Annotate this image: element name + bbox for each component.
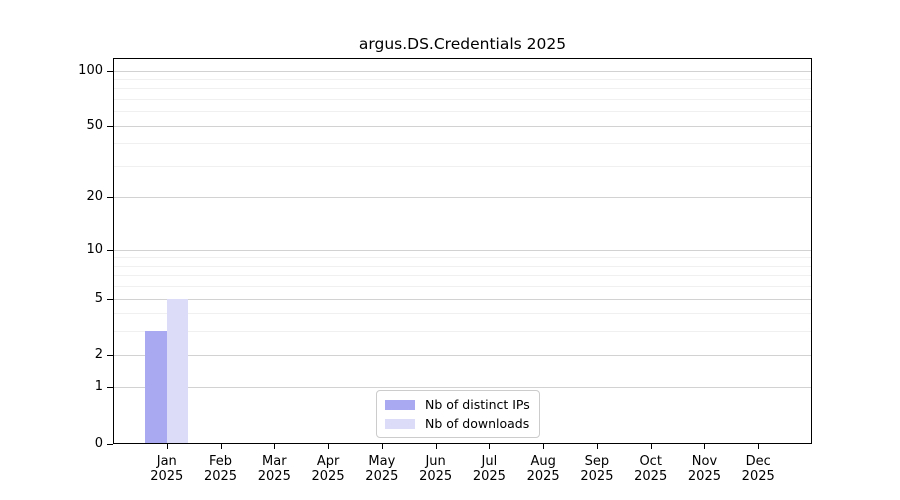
y-tick-mark bbox=[107, 249, 113, 251]
y-gridline-minor bbox=[114, 88, 811, 90]
chart-title: argus.DS.Credentials 2025 bbox=[358, 35, 567, 53]
x-tick-mark bbox=[489, 444, 491, 449]
x-tick-label: May 2025 bbox=[365, 454, 399, 484]
x-tick-label: Aug 2025 bbox=[526, 454, 560, 484]
y-gridline-minor bbox=[114, 111, 811, 113]
x-tick-mark bbox=[596, 444, 598, 449]
y-tick-mark bbox=[107, 443, 113, 445]
y-gridline-minor bbox=[114, 257, 811, 259]
x-tick-label: Oct 2025 bbox=[634, 454, 668, 484]
y-tick-label: 100 bbox=[78, 62, 103, 78]
y-gridline-major bbox=[114, 125, 811, 127]
y-gridline-minor bbox=[114, 143, 811, 145]
y-tick-mark bbox=[107, 70, 113, 72]
y-tick-mark bbox=[107, 387, 113, 389]
x-tick-mark bbox=[543, 444, 545, 449]
legend-swatch-nb-of-distinct-ips bbox=[385, 399, 415, 410]
x-tick-label: Mar 2025 bbox=[257, 454, 291, 484]
y-tick-label: 1 bbox=[94, 379, 103, 395]
y-tick-label: 5 bbox=[94, 290, 103, 306]
y-gridline-minor bbox=[114, 99, 811, 101]
x-tick-mark bbox=[328, 444, 330, 449]
y-gridline-minor bbox=[114, 166, 811, 167]
legend-entry: Nb of downloads bbox=[385, 414, 530, 433]
legend-entry: Nb of distinct IPs bbox=[385, 395, 530, 414]
x-tick-label: Jan 2025 bbox=[150, 454, 184, 484]
y-gridline-minor bbox=[114, 331, 811, 333]
legend: Nb of distinct IPs Nb of downloads bbox=[376, 390, 540, 438]
y-tick-label: 50 bbox=[86, 117, 103, 133]
y-tick-mark bbox=[107, 354, 113, 356]
y-gridline-major bbox=[114, 197, 811, 199]
x-tick-mark bbox=[381, 444, 383, 449]
y-gridline-minor bbox=[114, 313, 811, 315]
y-gridline-major bbox=[114, 387, 811, 389]
y-tick-label: 0 bbox=[94, 435, 103, 451]
x-tick-label: Feb 2025 bbox=[203, 454, 238, 484]
x-tick-label: Jul 2025 bbox=[472, 454, 506, 484]
y-gridline-minor bbox=[114, 265, 811, 267]
x-tick-mark bbox=[704, 444, 706, 449]
y-gridline-minor bbox=[114, 78, 811, 80]
y-gridline-major bbox=[114, 70, 811, 72]
y-tick-label: 2 bbox=[94, 346, 103, 362]
legend-label: Nb of downloads bbox=[425, 416, 530, 431]
y-gridline-major bbox=[114, 354, 811, 356]
y-gridline-minor bbox=[114, 275, 811, 277]
y-gridline-major bbox=[114, 298, 811, 300]
x-tick-mark bbox=[435, 444, 437, 449]
x-tick-mark bbox=[650, 444, 652, 449]
x-tick-label: Jun 2025 bbox=[419, 454, 453, 484]
y-tick-label: 10 bbox=[86, 241, 103, 257]
x-tick-label: Apr 2025 bbox=[311, 454, 345, 484]
x-tick-label: Dec 2025 bbox=[741, 454, 775, 484]
x-tick-mark bbox=[274, 444, 276, 449]
plot-area bbox=[113, 58, 812, 444]
legend-label: Nb of distinct IPs bbox=[425, 397, 530, 412]
bar-nb-of-downloads bbox=[166, 298, 189, 444]
y-tick-mark bbox=[107, 125, 113, 127]
bar-nb-of-distinct-ips bbox=[145, 331, 167, 444]
x-tick-mark bbox=[758, 444, 760, 449]
y-tick-mark bbox=[107, 298, 113, 300]
x-tick-label: Nov 2025 bbox=[687, 454, 721, 484]
y-tick-mark bbox=[107, 197, 113, 199]
x-tick-mark bbox=[220, 444, 222, 449]
y-gridline-minor bbox=[114, 286, 811, 288]
y-tick-label: 20 bbox=[86, 189, 103, 205]
y-gridline-major bbox=[114, 249, 811, 251]
x-tick-mark bbox=[166, 444, 168, 449]
legend-swatch-nb-of-downloads bbox=[385, 418, 415, 429]
x-tick-label: Sep 2025 bbox=[580, 454, 614, 484]
